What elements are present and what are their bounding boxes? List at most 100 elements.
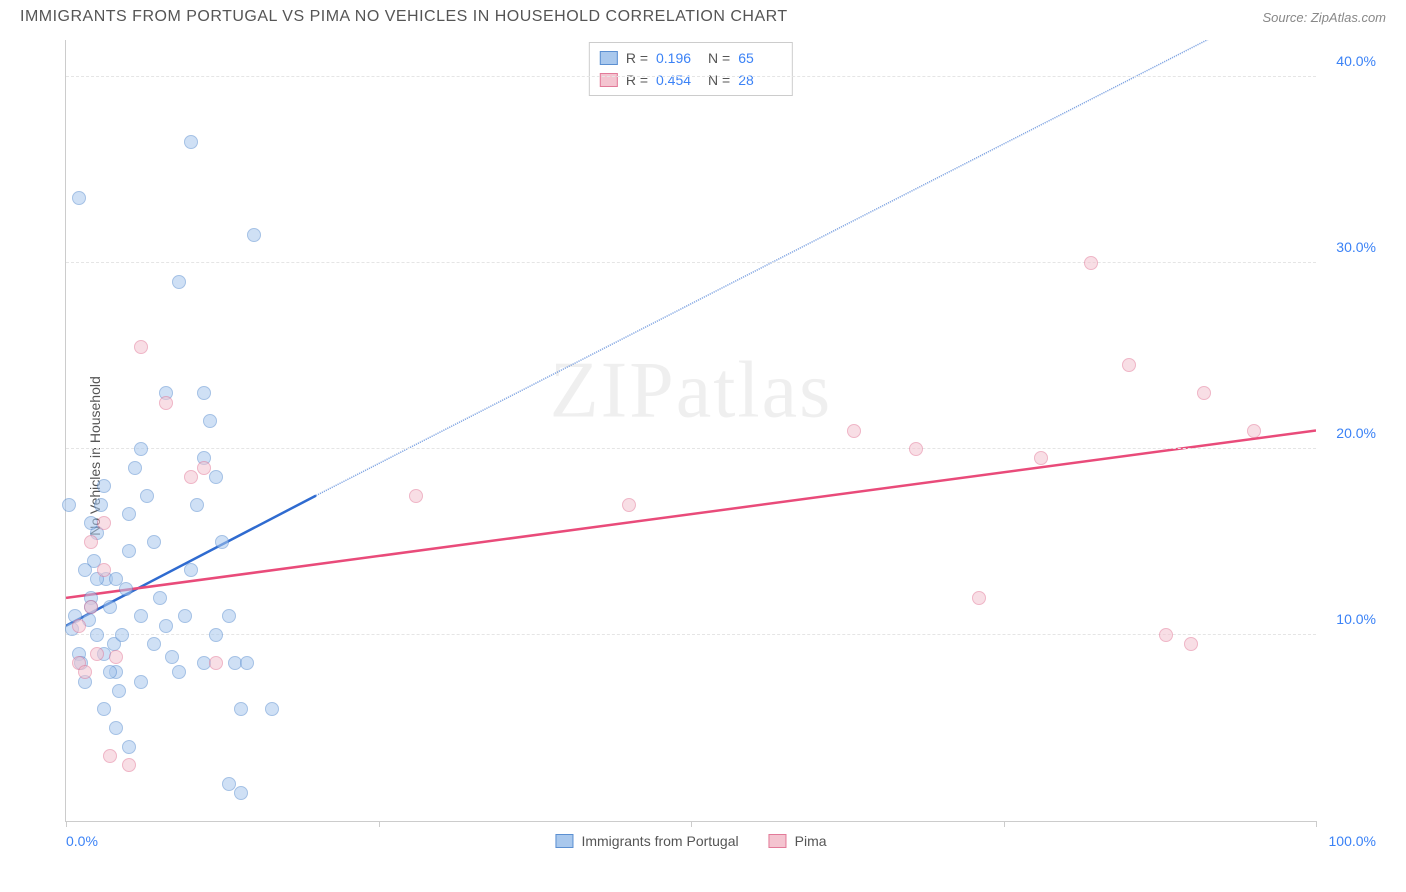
n-label: N = — [708, 72, 730, 88]
gridline — [66, 448, 1316, 449]
scatter-point — [1159, 628, 1173, 642]
x-tick-label: 0.0% — [66, 833, 98, 849]
scatter-point — [1122, 358, 1136, 372]
scatter-point — [209, 470, 223, 484]
chart-container: No Vehicles in Household ZIPatlas R =0.1… — [20, 40, 1386, 872]
scatter-point — [140, 489, 154, 503]
scatter-point — [109, 721, 123, 735]
stats-legend-box: R =0.196N =65 R = 0.454 N = 28 — [589, 42, 793, 96]
scatter-point — [234, 786, 248, 800]
scatter-point — [97, 563, 111, 577]
x-tick-label: 100.0% — [1329, 833, 1376, 849]
scatter-point — [1034, 451, 1048, 465]
chart-title: IMMIGRANTS FROM PORTUGAL VS PIMA NO VEHI… — [20, 8, 788, 26]
y-tick-label: 10.0% — [1336, 611, 1376, 627]
scatter-point — [134, 675, 148, 689]
scatter-point — [72, 619, 86, 633]
scatter-point — [103, 665, 117, 679]
scatter-point — [90, 628, 104, 642]
scatter-point — [72, 191, 86, 205]
scatter-point — [134, 340, 148, 354]
scatter-point — [134, 442, 148, 456]
x-axis-legend: Immigrants from Portugal Pima — [555, 833, 826, 849]
scatter-point — [409, 489, 423, 503]
scatter-point — [84, 600, 98, 614]
scatter-point — [122, 544, 136, 558]
scatter-point — [178, 609, 192, 623]
scatter-point — [122, 507, 136, 521]
scatter-point — [172, 275, 186, 289]
stats-row: R =0.196N =65 — [600, 47, 782, 69]
scatter-point — [153, 591, 167, 605]
scatter-point — [115, 628, 129, 642]
stats-row: R = 0.454 N = 28 — [600, 69, 782, 91]
scatter-point — [184, 135, 198, 149]
scatter-point — [222, 609, 236, 623]
r-value: 0.454 — [656, 72, 700, 88]
plot-area: ZIPatlas R =0.196N =65R =0.454N =28 Immi… — [65, 40, 1316, 822]
scatter-point — [103, 600, 117, 614]
gridline — [66, 634, 1316, 635]
scatter-point — [247, 228, 261, 242]
scatter-point — [90, 647, 104, 661]
scatter-point — [109, 572, 123, 586]
scatter-point — [84, 535, 98, 549]
scatter-point — [172, 665, 186, 679]
scatter-point — [147, 637, 161, 651]
scatter-point — [203, 414, 217, 428]
scatter-point — [972, 591, 986, 605]
scatter-point — [209, 656, 223, 670]
scatter-point — [215, 535, 229, 549]
scatter-point — [190, 498, 204, 512]
n-value: 65 — [738, 50, 782, 66]
y-tick-label: 40.0% — [1336, 53, 1376, 69]
scatter-point — [622, 498, 636, 512]
scatter-point — [97, 702, 111, 716]
gridline — [66, 262, 1316, 263]
scatter-point — [147, 535, 161, 549]
r-label: R = — [626, 72, 648, 88]
scatter-point — [1084, 256, 1098, 270]
scatter-point — [134, 609, 148, 623]
legend-swatch — [555, 834, 573, 848]
scatter-point — [159, 619, 173, 633]
scatter-point — [265, 702, 279, 716]
scatter-point — [122, 740, 136, 754]
scatter-point — [1247, 424, 1261, 438]
x-tick — [1316, 821, 1317, 827]
scatter-point — [184, 470, 198, 484]
x-tick — [691, 821, 692, 827]
y-tick-label: 30.0% — [1336, 239, 1376, 255]
legend-swatch — [600, 51, 618, 65]
legend-swatch — [600, 73, 618, 87]
scatter-point — [159, 396, 173, 410]
scatter-point — [197, 386, 211, 400]
x-tick — [66, 821, 67, 827]
scatter-point — [78, 563, 92, 577]
gridline — [66, 76, 1316, 77]
x-legend-item: Immigrants from Portugal — [555, 833, 738, 849]
legend-label: Pima — [795, 833, 827, 849]
source-attribution: Source: ZipAtlas.com — [1262, 10, 1386, 25]
scatter-point — [234, 702, 248, 716]
scatter-point — [909, 442, 923, 456]
scatter-point — [109, 650, 123, 664]
scatter-point — [112, 684, 126, 698]
scatter-point — [97, 516, 111, 530]
scatter-point — [209, 628, 223, 642]
scatter-point — [122, 758, 136, 772]
x-tick — [1004, 821, 1005, 827]
x-legend-item: Pima — [769, 833, 827, 849]
scatter-point — [103, 749, 117, 763]
scatter-point — [184, 563, 198, 577]
scatter-point — [128, 461, 142, 475]
trend-lines — [66, 40, 1316, 821]
x-tick — [379, 821, 380, 827]
watermark: ZIPatlas — [550, 346, 833, 437]
r-value: 0.196 — [656, 50, 700, 66]
scatter-point — [78, 665, 92, 679]
scatter-point — [197, 461, 211, 475]
scatter-point — [1184, 637, 1198, 651]
legend-label: Immigrants from Portugal — [581, 833, 738, 849]
n-value: 28 — [738, 72, 782, 88]
